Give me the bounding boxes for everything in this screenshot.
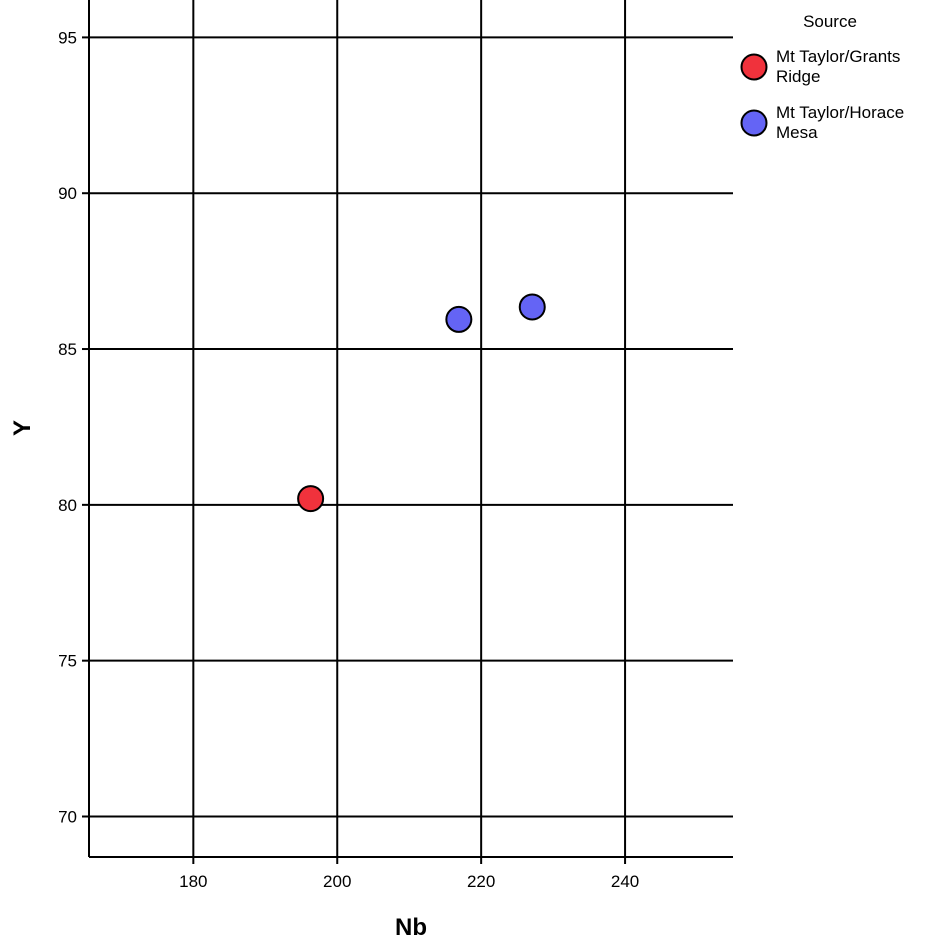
x-tick-label: 240 (611, 872, 639, 891)
y-tick-labels: 70 75 80 85 90 95 (58, 28, 89, 826)
x-tick-label: 220 (467, 872, 495, 891)
y-tick-label: 95 (58, 28, 77, 47)
data-points (297, 293, 546, 513)
x-tick-labels: 180 200 220 240 (179, 857, 639, 891)
x-tick-label: 200 (323, 872, 351, 891)
legend-entry-grants-ridge: Mt Taylor/Grants Ridge (740, 47, 900, 86)
y-tick-label: 70 (58, 807, 77, 826)
legend-marker-grants-ridge (740, 53, 768, 81)
data-point-s0-p0 (297, 485, 325, 513)
legend: Source Mt Taylor/Grants Ridge Mt Taylor/… (740, 12, 904, 142)
y-tick-label: 75 (58, 652, 77, 671)
legend-marker-horace-mesa (740, 109, 768, 137)
axes (88, 0, 733, 858)
y-tick-label: 90 (58, 184, 77, 203)
y-tick-label: 85 (58, 340, 77, 359)
legend-label-horace-mesa-line1: Mt Taylor/Horace (776, 103, 904, 122)
data-point-s1-p0 (445, 305, 473, 333)
legend-label-grants-ridge-line2: Ridge (776, 67, 820, 86)
y-axis-title: Y (9, 420, 36, 436)
legend-label-grants-ridge-line1: Mt Taylor/Grants (776, 47, 900, 66)
grid-lines (89, 0, 733, 857)
legend-label-horace-mesa-line2: Mesa (776, 123, 818, 142)
legend-entry-horace-mesa: Mt Taylor/Horace Mesa (740, 103, 904, 142)
x-axis-title: Nb (395, 914, 427, 941)
legend-title: Source (803, 12, 857, 31)
data-point-s1-p1 (518, 293, 546, 321)
x-tick-label: 180 (179, 872, 207, 891)
y-tick-label: 80 (58, 496, 77, 515)
